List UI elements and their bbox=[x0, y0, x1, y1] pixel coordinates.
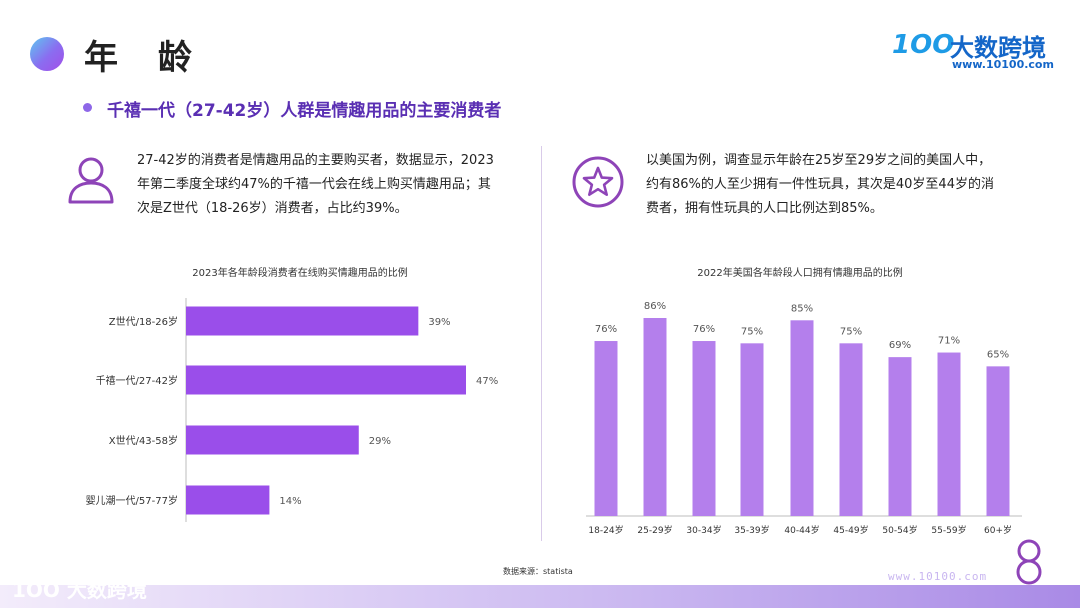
v-bar bbox=[986, 366, 1010, 516]
logo-url: www.10100.com bbox=[952, 58, 1054, 71]
v-data-label: 76% bbox=[693, 324, 715, 335]
left-chart-title: 2023年各年龄段消费者在线购买情趣用品的比例 bbox=[192, 268, 408, 279]
v-bar bbox=[740, 343, 764, 516]
v-category-label: 18-24岁 bbox=[588, 524, 623, 536]
h-bar bbox=[186, 365, 466, 395]
h-data-label: 29% bbox=[369, 436, 391, 447]
v-data-label: 71% bbox=[938, 336, 960, 347]
v-category-label: 25-29岁 bbox=[637, 524, 672, 536]
v-bar bbox=[643, 318, 667, 516]
v-category-label: 35-39岁 bbox=[734, 524, 769, 536]
right-text-line: 以美国为例，调查显示年龄在25岁至29岁之间的美国人中， bbox=[646, 153, 992, 168]
v-bar bbox=[594, 341, 618, 516]
v-bar bbox=[790, 320, 814, 516]
left-text-line: 27-42岁的消费者是情趣用品的主要购买者，数据显示，2023 bbox=[137, 153, 494, 168]
person-icon bbox=[68, 157, 114, 204]
left-paragraph: 27-42岁的消费者是情趣用品的主要购买者，数据显示，2023 年第二季度全球约… bbox=[137, 149, 527, 221]
h-bar bbox=[186, 485, 270, 515]
v-data-label: 75% bbox=[741, 326, 763, 337]
subtitle-bullet bbox=[83, 103, 92, 112]
h-category-label: 千禧一代/27-42岁 bbox=[96, 374, 178, 387]
horizontal-bar-chart: Z世代/18-26岁 39% 千禧一代/27-42岁 47% X世代/43-58岁 29%… bbox=[86, 298, 498, 522]
h-category-label: X世代/43-58岁 bbox=[109, 434, 178, 447]
left-text-line: 年第二季度全球约47%的千禧一代会在线上购买情趣用品；其 bbox=[137, 177, 491, 192]
page-title: 年 龄 bbox=[84, 38, 206, 78]
subtitle: 千禧一代（27-42岁）人群是情趣用品的主要消费者 bbox=[107, 101, 502, 121]
v-data-label: 86% bbox=[644, 301, 666, 312]
v-bar bbox=[692, 341, 716, 516]
column-divider bbox=[541, 146, 542, 541]
v-data-label: 85% bbox=[791, 303, 813, 314]
v-category-label: 60+岁 bbox=[984, 524, 1012, 536]
h-category-label: Z世代/18-26岁 bbox=[109, 315, 178, 328]
brand-logo[interactable]: 1OO 大数跨境 www.10100.com bbox=[892, 28, 1062, 72]
right-chart-title: 2022年美国各年龄段人口拥有情趣用品的比例 bbox=[697, 268, 903, 279]
h-data-label: 47% bbox=[476, 376, 498, 387]
right-text-line: 约有86%的人至少拥有一件性玩具，其次是40岁至44岁的消 bbox=[646, 177, 994, 192]
v-bar bbox=[937, 352, 961, 516]
v-data-label: 65% bbox=[987, 349, 1009, 360]
v-category-label: 40-44岁 bbox=[784, 524, 819, 536]
vertical-bar-chart: 76% 18-24岁 86% 25-29岁 76% 30-34岁 75% 35-39岁 85% 4… bbox=[586, 301, 1022, 536]
star-icon bbox=[572, 156, 624, 208]
title-decoration-dot bbox=[30, 37, 64, 71]
v-data-label: 76% bbox=[595, 324, 617, 335]
logo-name: 大数跨境 bbox=[950, 34, 1046, 62]
v-category-label: 45-49岁 bbox=[833, 524, 868, 536]
v-category-label: 50-54岁 bbox=[882, 524, 917, 536]
left-text-line: 次是Z世代（18-26岁）消费者，占比约39%。 bbox=[137, 201, 408, 216]
footer-band bbox=[0, 585, 1080, 608]
h-bar bbox=[186, 425, 359, 455]
v-bar bbox=[888, 357, 912, 516]
v-bar bbox=[839, 343, 863, 516]
page-decoration-icon bbox=[1016, 539, 1042, 585]
footer-url: www.10100.com bbox=[888, 570, 988, 583]
v-category-label: 30-34岁 bbox=[686, 524, 721, 536]
right-text-line: 费者，拥有性玩具的人口比例达到85%。 bbox=[646, 201, 883, 216]
logo-mark: 1OO bbox=[892, 30, 955, 60]
footer-logo: 1OO 大数跨境 bbox=[12, 578, 147, 602]
h-category-label: 婴儿潮一代/57-77岁 bbox=[86, 494, 178, 507]
h-data-label: 14% bbox=[279, 496, 301, 507]
right-paragraph: 以美国为例，调查显示年龄在25岁至29岁之间的美国人中， 约有86%的人至少拥有… bbox=[646, 149, 1046, 221]
v-data-label: 69% bbox=[889, 340, 911, 351]
h-bar bbox=[186, 306, 419, 336]
v-category-label: 55-59岁 bbox=[931, 524, 966, 536]
h-data-label: 39% bbox=[428, 317, 450, 328]
data-source: 数据来源：statista bbox=[503, 567, 573, 576]
v-data-label: 75% bbox=[840, 326, 862, 337]
